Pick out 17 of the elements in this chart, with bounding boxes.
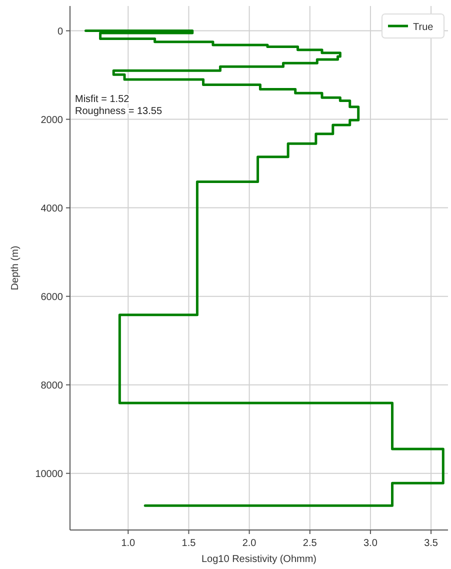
- y-tick-label: 6000: [40, 292, 64, 303]
- x-tick-label: 2.0: [242, 538, 257, 549]
- y-axis-title: Depth (m): [10, 246, 21, 290]
- x-tick-label: 2.5: [302, 538, 318, 549]
- y-tick-label: 2000: [40, 114, 64, 126]
- x-axis-title: Log10 Resistivity (Ohmm): [201, 554, 317, 565]
- y-tick-label: 4000: [40, 203, 64, 214]
- legend-label: True: [413, 22, 434, 33]
- annotation: Misfit = 1.52: [75, 94, 130, 105]
- y-tick-label: 8000: [40, 380, 64, 392]
- x-tick-label: 1.0: [121, 538, 136, 549]
- x-tick-label: 3.0: [364, 538, 378, 549]
- annotation: Roughness = 13.55: [75, 106, 162, 117]
- y-tick-label: 10000: [35, 468, 64, 480]
- y-tick-label: 0: [57, 26, 64, 38]
- x-tick-label: 1.5: [182, 538, 196, 549]
- x-tick-label: 3.5: [424, 538, 438, 549]
